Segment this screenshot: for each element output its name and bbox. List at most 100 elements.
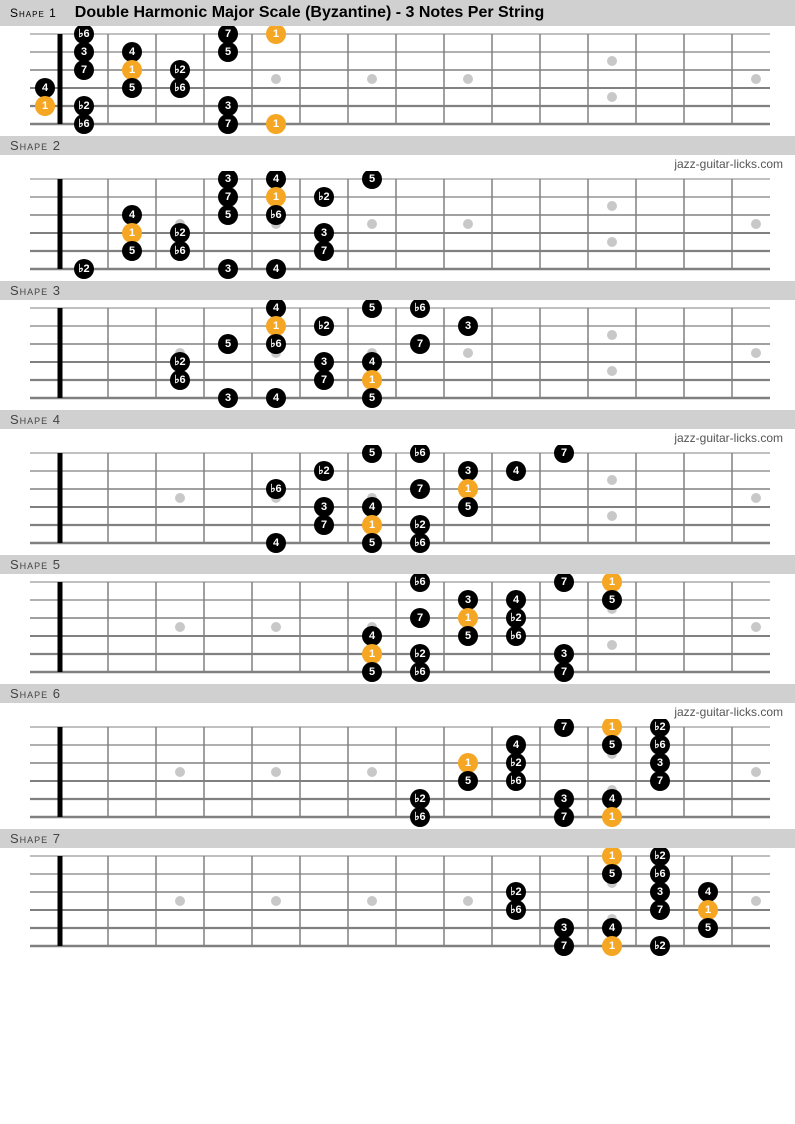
note-label: 7: [657, 775, 663, 787]
note-label: 4: [273, 173, 280, 185]
note-label: 5: [129, 82, 135, 94]
note-label: 1: [273, 28, 279, 40]
note-label: ♭6: [270, 338, 281, 350]
note-label: 4: [513, 594, 520, 606]
note-label: 3: [321, 227, 327, 239]
note-label: 7: [225, 118, 231, 130]
note-label: 1: [369, 648, 375, 660]
note-label: 1: [609, 721, 615, 733]
note-label: 1: [465, 757, 471, 769]
note-label: 4: [273, 537, 280, 549]
note-label: 1: [609, 850, 615, 862]
note-label: ♭2: [510, 757, 521, 769]
note-label: 1: [273, 118, 279, 130]
fretboard-diagram: 34571♭245♭61♭235♭67♭234: [30, 171, 770, 281]
note-label: 7: [561, 721, 567, 733]
note-label: 7: [561, 940, 567, 952]
note-label: 1: [609, 811, 615, 823]
note-label: 4: [129, 46, 136, 58]
note-label: 3: [465, 465, 471, 477]
note-label: ♭6: [414, 302, 425, 314]
note-label: 7: [657, 904, 663, 916]
note-label: 3: [81, 46, 87, 58]
note-label: ♭2: [318, 320, 329, 332]
fretboard-diagram: 1♭235♭67♭234♭67134571♭2: [30, 848, 770, 958]
note-label: 7: [321, 245, 327, 257]
note-label: 3: [321, 501, 327, 513]
note-label: ♭6: [414, 537, 425, 549]
note-label: ♭6: [174, 82, 185, 94]
note-label: 4: [273, 392, 280, 404]
note-label: 5: [609, 739, 615, 751]
note-label: ♭2: [510, 886, 521, 898]
note-label: ♭2: [510, 612, 521, 624]
note-label: 5: [129, 245, 135, 257]
note-label: 3: [561, 793, 567, 805]
credit-label: jazz-guitar-licks.com: [0, 155, 795, 171]
note-label: 4: [609, 793, 616, 805]
fretboard-diagram: ♭67134571♭245♭61♭235♭67: [30, 574, 770, 684]
note-label: 4: [369, 630, 376, 642]
note-label: 3: [561, 922, 567, 934]
note-label: ♭2: [174, 356, 185, 368]
note-label: 4: [513, 465, 520, 477]
fretboard-wrap: 1♭235♭67♭234♭67134571♭2: [30, 848, 795, 958]
note-label: 4: [609, 922, 616, 934]
note-label: 7: [417, 338, 423, 350]
note-label: 3: [657, 886, 663, 898]
shape-header: Shape 3: [0, 281, 795, 300]
note-label: ♭6: [270, 209, 281, 221]
note-label: 3: [465, 320, 471, 332]
note-label: ♭6: [510, 630, 521, 642]
shape-header: Shape 7: [0, 829, 795, 848]
note-label: 3: [225, 173, 231, 185]
note-label: 3: [657, 757, 663, 769]
note-label: 5: [465, 501, 471, 513]
note-label: 7: [81, 64, 87, 76]
fretboard-wrap: 71♭245♭61♭235♭67♭234♭671: [30, 719, 795, 829]
note-label: 7: [417, 612, 423, 624]
note-label: ♭2: [654, 940, 665, 952]
note-label: 4: [42, 82, 49, 94]
fretboard-wrap: 34571♭245♭61♭235♭67♭234: [30, 171, 795, 281]
note-label: 1: [369, 519, 375, 531]
note-label: 5: [369, 447, 375, 459]
note-label: 4: [705, 886, 712, 898]
note-label: ♭2: [414, 648, 425, 660]
note-label: 1: [705, 904, 711, 916]
note-label: 1: [42, 100, 48, 112]
fretboard-wrap: ♭67134571♭245♭61♭235♭67: [30, 574, 795, 684]
note-label: 3: [225, 392, 231, 404]
note-label: 7: [561, 666, 567, 678]
page-title: Shape 1Double Harmonic Major Scale (Byza…: [0, 0, 795, 26]
note-label: 4: [129, 209, 136, 221]
fretboard-wrap: 45♭61♭235♭67♭234♭671345: [30, 300, 795, 410]
note-label: 5: [225, 338, 231, 350]
note-label: 1: [369, 374, 375, 386]
note-label: 5: [465, 775, 471, 787]
note-label: 4: [273, 263, 280, 275]
note-label: ♭6: [414, 576, 425, 588]
note-label: 3: [465, 594, 471, 606]
note-label: ♭2: [654, 850, 665, 862]
note-label: ♭6: [654, 739, 665, 751]
note-label: 5: [225, 46, 231, 58]
note-label: ♭2: [318, 465, 329, 477]
fretboard-wrap: 5♭67♭234♭67134571♭245♭6: [30, 445, 795, 555]
note-label: 5: [705, 922, 711, 934]
note-label: ♭2: [414, 519, 425, 531]
fretboard-diagram: 45♭61♭235♭67♭234♭671345: [30, 300, 770, 410]
note-label: 3: [321, 356, 327, 368]
note-label: 1: [465, 483, 471, 495]
note-label: 5: [369, 173, 375, 185]
note-label: 5: [369, 392, 375, 404]
note-label: ♭6: [78, 28, 89, 40]
shape-header: Shape 5: [0, 555, 795, 574]
note-label: 3: [561, 648, 567, 660]
note-label: ♭6: [270, 483, 281, 495]
note-label: 5: [369, 537, 375, 549]
note-label: 1: [273, 191, 279, 203]
shape-header: Shape 6: [0, 684, 795, 703]
note-label: 1: [273, 320, 279, 332]
note-label: ♭2: [654, 721, 665, 733]
